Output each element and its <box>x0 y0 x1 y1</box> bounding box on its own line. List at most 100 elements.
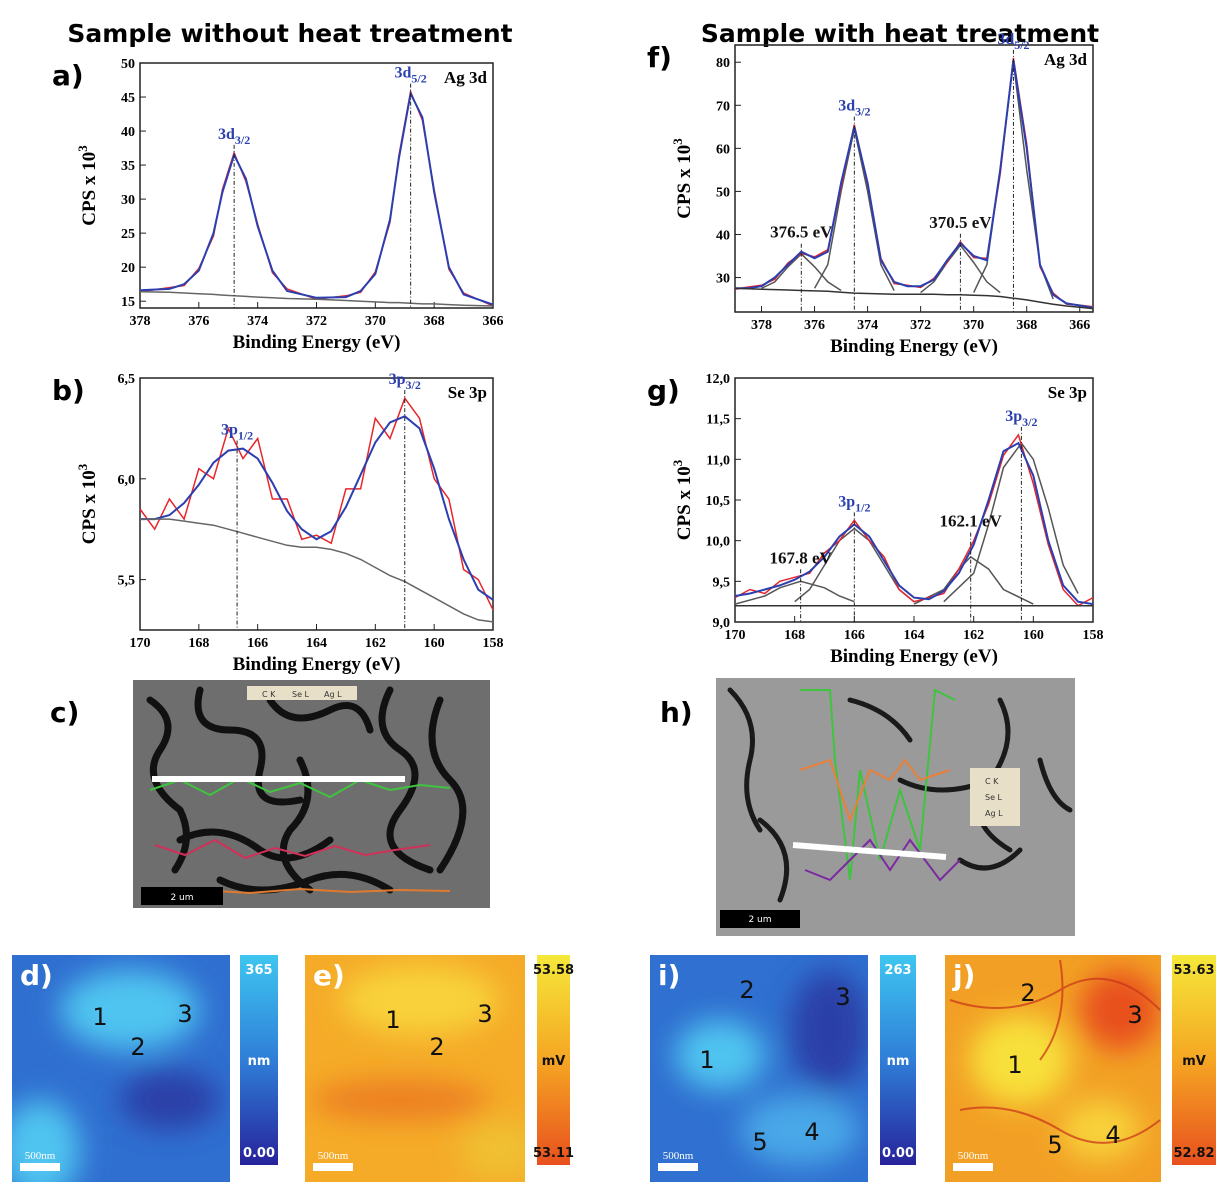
x-tick-label: 170 <box>725 628 746 643</box>
peak-label-sub: 5/2 <box>411 72 426 86</box>
y-axis-title: CPS x 103 <box>75 463 100 544</box>
y-axis-title-text: CPS x 10 <box>674 466 695 540</box>
x-tick-label: 368 <box>1016 318 1037 333</box>
colorbar-max: 263 <box>884 963 911 978</box>
x-tick-label: 372 <box>306 314 327 329</box>
peak-label-text: 3d <box>218 126 235 143</box>
peak-label: 370.5 eV <box>929 213 992 232</box>
x-tick-label: 162 <box>365 636 386 651</box>
y-tick-label: 35 <box>121 159 135 174</box>
corner-label: Ag 3d <box>1044 50 1088 69</box>
peak-label: 376.5 eV <box>770 223 833 242</box>
header: Sample without heat treatment <box>67 19 512 48</box>
panel-label: e) <box>313 959 345 992</box>
peak-label-text: 3p <box>1005 408 1022 425</box>
x-tick-label: 370 <box>963 318 984 333</box>
spectrum-line <box>794 527 915 603</box>
plot-frame <box>139 62 494 309</box>
afm-image <box>650 955 868 1182</box>
peak-label-text: 3p <box>838 493 855 510</box>
x-axis-title: Binding Energy (eV) <box>233 654 401 675</box>
y-tick-label: 10,0 <box>706 535 731 550</box>
y-tick-label: 30 <box>121 193 135 208</box>
point-label: 1 <box>699 1046 714 1074</box>
point-label: 1 <box>1007 1051 1022 1079</box>
point-label: 3 <box>835 983 850 1011</box>
peak-label: 3p1/2 <box>221 422 253 443</box>
x-tick-label: 366 <box>483 314 504 329</box>
sem-image <box>133 680 490 908</box>
x-tick-label: 158 <box>483 636 504 651</box>
legend-label: Se L <box>292 690 310 699</box>
panel-label: g) <box>647 374 680 407</box>
x-tick-label: 376 <box>804 318 825 333</box>
point-label: 2 <box>1020 979 1035 1007</box>
point-label: 3 <box>1127 1001 1142 1029</box>
y-tick-label: 50 <box>121 57 135 72</box>
peak-label-text: 3d <box>997 31 1014 48</box>
scale-bar <box>313 1163 353 1171</box>
peak-label-sub: 3/2 <box>855 105 870 119</box>
scale-bar-label: 500nm <box>958 1150 989 1162</box>
x-tick-label: 168 <box>188 636 209 651</box>
x-tick-label: 158 <box>1083 628 1104 643</box>
legend-label: C K <box>985 777 999 786</box>
scale-bar-label: 500nm <box>318 1150 349 1162</box>
x-tick-label: 376 <box>188 314 209 329</box>
x-tick-label: 162 <box>963 628 984 643</box>
spectrum-line <box>734 433 1094 607</box>
x-tick-label: 374 <box>247 314 268 329</box>
legend-label: Ag L <box>324 690 342 699</box>
x-tick-label: 366 <box>1069 318 1090 333</box>
colorbar-unit: nm <box>248 1054 271 1069</box>
point-label: 2 <box>429 1033 444 1061</box>
scale-bar-label: 500nm <box>25 1150 56 1162</box>
scale-bar-label: 2 um <box>170 893 193 903</box>
peak-label: 3p3/2 <box>389 371 421 392</box>
spectrum-line <box>734 57 1094 308</box>
spectrum-line <box>734 441 1094 606</box>
colorbar-min: 0.00 <box>243 1146 275 1161</box>
spectrum-line <box>140 415 494 601</box>
colorbar <box>240 955 278 1165</box>
peak-label-text: 162.1 eV <box>940 512 1003 531</box>
y-tick-label: 15 <box>121 295 135 310</box>
point-label: 2 <box>130 1033 145 1061</box>
panel-label: b) <box>52 374 85 407</box>
x-tick-label: 168 <box>784 628 805 643</box>
y-axis-title-sup: 3 <box>75 463 90 470</box>
peak-label: 162.1 eV <box>940 512 1003 531</box>
afm-image <box>305 955 525 1182</box>
y-tick-label: 40 <box>716 228 730 243</box>
peak-label: 3d5/2 <box>997 31 1029 52</box>
scale-bar <box>20 1163 60 1171</box>
panel-label: d) <box>20 959 53 992</box>
y-tick-label: 6,0 <box>118 473 136 488</box>
y-tick-label: 6,5 <box>118 372 136 387</box>
panel-label: f) <box>647 41 672 74</box>
y-tick-label: 60 <box>716 142 730 157</box>
peak-label: 3p1/2 <box>838 493 870 514</box>
point-label: 4 <box>804 1118 819 1146</box>
y-axis-title-text: CPS x 10 <box>79 152 100 226</box>
spectrum-line <box>139 88 494 307</box>
spectrum-line <box>139 290 494 307</box>
scale-bar <box>658 1163 698 1171</box>
colorbar-max: 53.58 <box>533 963 574 978</box>
y-axis-title-sup: 3 <box>75 145 90 152</box>
colorbar-unit: nm <box>887 1054 910 1069</box>
x-tick-label: 164 <box>904 628 925 643</box>
colorbar-max: 53.63 <box>1173 963 1214 978</box>
y-axis-title: CPS x 103 <box>75 145 100 226</box>
scale-bar-label: 500nm <box>663 1150 694 1162</box>
panel-label: a) <box>52 59 84 92</box>
peak-label-sub: 3/2 <box>1022 415 1037 429</box>
peak-label: 3d3/2 <box>838 98 870 119</box>
point-label: 5 <box>752 1128 767 1156</box>
x-tick-label: 372 <box>910 318 931 333</box>
panel-label: i) <box>658 959 680 992</box>
y-tick-label: 11,5 <box>706 413 730 428</box>
x-tick-label: 378 <box>130 314 151 329</box>
scale-bar-label: 2 um <box>748 915 771 925</box>
